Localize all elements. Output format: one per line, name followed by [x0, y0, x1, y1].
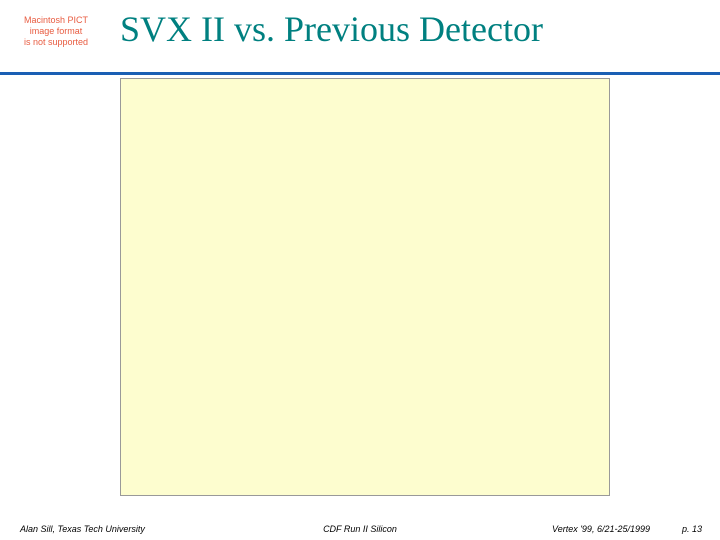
pict-placeholder-box: Macintosh PICTimage formatis not support…	[12, 6, 100, 56]
divider-bottom	[0, 74, 720, 75]
footer-page-number: p. 13	[682, 524, 702, 534]
page-title: SVX II vs. Previous Detector	[120, 8, 543, 50]
pict-placeholder-text: Macintosh PICTimage formatis not support…	[24, 15, 88, 48]
header: Macintosh PICTimage formatis not support…	[0, 0, 720, 74]
slide-root: Macintosh PICTimage formatis not support…	[0, 0, 720, 540]
footer: Alan Sill, Texas Tech University CDF Run…	[0, 518, 720, 534]
content-area	[120, 78, 610, 496]
footer-event: Vertex '99, 6/21-25/1999	[552, 524, 650, 534]
